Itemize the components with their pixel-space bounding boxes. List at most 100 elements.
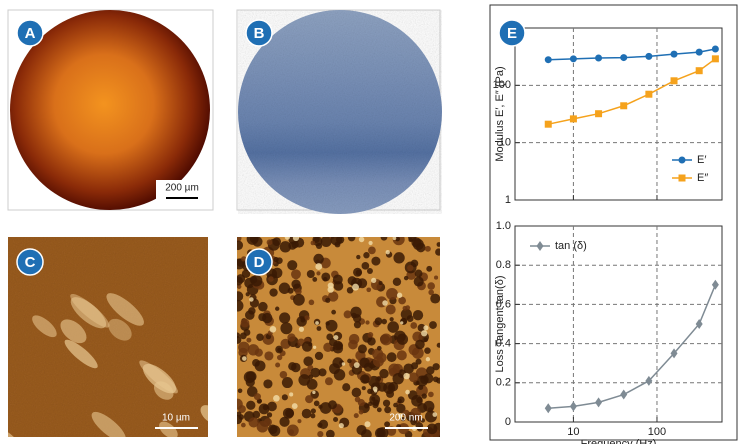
- pore: [267, 424, 278, 435]
- streak: [32, 315, 57, 338]
- pore: [408, 372, 419, 383]
- pore: [374, 317, 383, 326]
- pore: [256, 420, 269, 433]
- pore: [417, 323, 426, 332]
- pore: [378, 280, 383, 285]
- pore: [246, 237, 259, 245]
- pore: [353, 321, 362, 329]
- pore: [279, 370, 288, 379]
- series-line: [548, 48, 716, 61]
- point: [670, 77, 678, 85]
- pore: [254, 360, 266, 372]
- pore: [397, 396, 405, 404]
- pore: [372, 399, 380, 407]
- pore: [313, 253, 324, 265]
- pore: [318, 368, 327, 377]
- pore: [241, 256, 247, 262]
- bright: [341, 362, 346, 366]
- pore: [306, 269, 315, 278]
- point: [711, 45, 719, 53]
- pore: [396, 403, 406, 414]
- pore: [356, 254, 361, 260]
- pore: [325, 429, 335, 437]
- pore: [353, 413, 359, 419]
- panel-label: E: [507, 25, 517, 42]
- pore: [395, 237, 400, 242]
- pore: [368, 401, 373, 407]
- pore: [380, 237, 388, 241]
- pore: [266, 239, 273, 246]
- pore: [325, 319, 338, 332]
- pore: [333, 340, 343, 351]
- pore: [271, 267, 283, 279]
- pore: [342, 383, 351, 392]
- pore: [237, 332, 241, 339]
- pore: [287, 333, 296, 342]
- pore: [426, 265, 433, 272]
- scale-bar-label: 10 µm: [162, 413, 190, 424]
- y-tick-label: 10: [499, 137, 511, 149]
- pore: [414, 269, 423, 278]
- pore: [238, 347, 248, 358]
- point: [678, 156, 686, 164]
- pore: [376, 427, 389, 437]
- bright: [368, 240, 373, 246]
- pore: [385, 304, 396, 315]
- y-tick-label: 0.2: [496, 377, 511, 389]
- pore: [376, 407, 382, 413]
- pore: [315, 242, 323, 250]
- pore: [423, 373, 434, 384]
- point: [695, 48, 703, 56]
- image-a: [10, 10, 210, 210]
- point: [595, 54, 603, 62]
- y-tick-label: 1.0: [496, 220, 511, 232]
- bright: [403, 372, 410, 380]
- pore: [279, 416, 290, 427]
- panel-badge: [16, 248, 44, 276]
- pore: [412, 310, 424, 321]
- pore: [392, 372, 404, 385]
- bright: [312, 390, 316, 395]
- streak: [70, 297, 107, 329]
- pore: [367, 388, 373, 394]
- pore: [268, 276, 274, 282]
- pore: [363, 362, 373, 372]
- pore: [254, 348, 263, 357]
- bright: [400, 321, 404, 325]
- pore: [237, 240, 244, 251]
- pore: [396, 333, 409, 345]
- pore: [410, 322, 418, 329]
- pore: [363, 252, 370, 259]
- pore: [415, 381, 420, 386]
- pore: [400, 417, 406, 422]
- bright: [353, 362, 360, 369]
- pore: [246, 400, 256, 410]
- pore: [348, 339, 358, 350]
- pore: [423, 337, 429, 343]
- y-tick-label: 0: [505, 416, 511, 428]
- pore: [426, 366, 435, 375]
- pore: [313, 400, 320, 407]
- pore: [288, 429, 295, 436]
- pore: [332, 274, 343, 285]
- bright: [425, 357, 431, 362]
- pore: [351, 312, 357, 319]
- pore: [410, 418, 417, 426]
- panel-badge: [245, 19, 273, 47]
- bright: [273, 394, 280, 402]
- pore: [237, 299, 244, 312]
- pore: [376, 345, 382, 351]
- bright: [249, 297, 254, 302]
- bright: [298, 326, 305, 332]
- point: [569, 55, 577, 63]
- pore: [301, 341, 313, 352]
- pore: [256, 333, 264, 342]
- pore: [428, 289, 434, 296]
- bright: [371, 277, 377, 284]
- bright: [396, 292, 403, 298]
- pore: [393, 402, 398, 408]
- image-d: [237, 237, 440, 437]
- bright: [385, 250, 390, 255]
- pore: [287, 287, 294, 294]
